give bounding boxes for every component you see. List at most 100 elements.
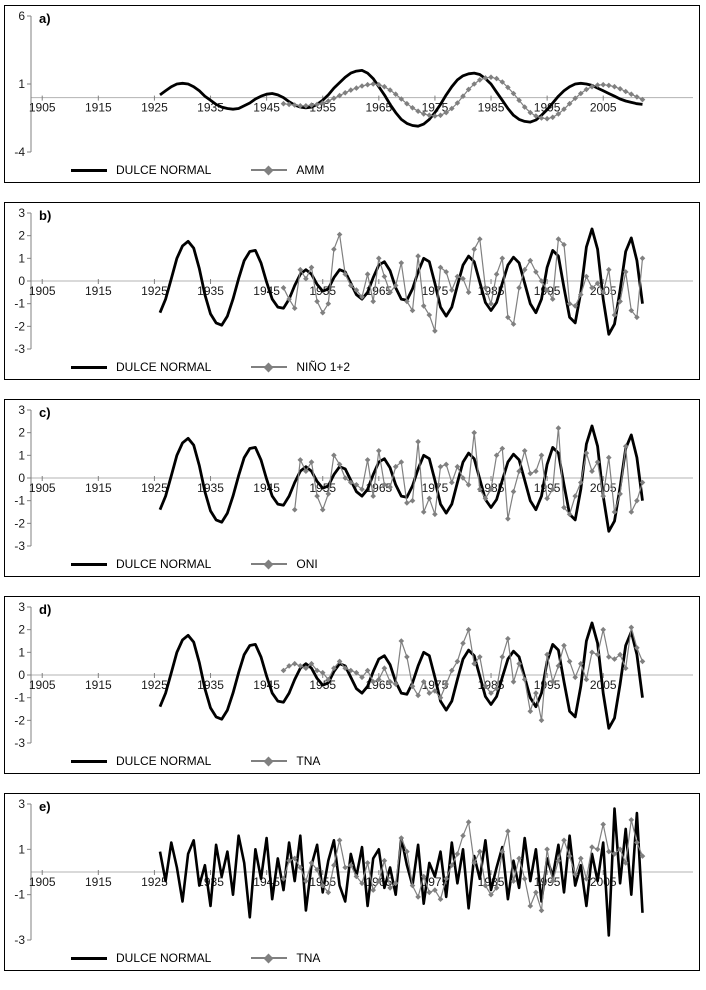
legend-d: DULCE NORMAL TNA <box>71 754 320 768</box>
svg-text:1995: 1995 <box>534 678 561 692</box>
svg-text:1: 1 <box>18 77 25 91</box>
black-line-swatch-icon <box>71 362 107 373</box>
gray-diamond-line-swatch-icon <box>251 559 288 570</box>
svg-text:1925: 1925 <box>141 101 168 115</box>
legend-label: DULCE NORMAL <box>116 360 212 374</box>
svg-text:1915: 1915 <box>85 481 112 495</box>
legend-item-dulce-normal: DULCE NORMAL <box>71 163 211 177</box>
svg-text:1915: 1915 <box>85 284 112 298</box>
gray-diamond-line-swatch-icon <box>251 756 288 767</box>
legend-c: DULCE NORMAL ONI <box>71 557 318 571</box>
svg-text:-1: -1 <box>14 297 25 311</box>
svg-text:1925: 1925 <box>141 284 168 298</box>
svg-text:1935: 1935 <box>197 875 224 889</box>
gray-diamond-line-swatch-icon <box>251 165 288 176</box>
svg-text:-3: -3 <box>14 539 25 553</box>
svg-text:2: 2 <box>18 229 25 243</box>
black-line-swatch-icon <box>71 165 107 176</box>
legend-e: DULCE NORMAL TNA <box>71 951 320 965</box>
svg-text:-2: -2 <box>14 516 25 530</box>
black-line-swatch-icon <box>71 559 107 570</box>
svg-text:2005: 2005 <box>590 101 617 115</box>
svg-text:1905: 1905 <box>29 284 56 298</box>
svg-text:2: 2 <box>18 426 25 440</box>
svg-text:1: 1 <box>18 645 25 659</box>
panel-label-b: b) <box>39 208 52 223</box>
svg-text:1925: 1925 <box>141 481 168 495</box>
svg-text:1935: 1935 <box>197 481 224 495</box>
svg-text:-3: -3 <box>14 933 25 947</box>
svg-text:1915: 1915 <box>85 875 112 889</box>
svg-text:3: 3 <box>18 600 25 614</box>
legend-item-amm: AMM <box>251 163 324 177</box>
svg-text:1905: 1905 <box>29 678 56 692</box>
svg-text:1905: 1905 <box>29 875 56 889</box>
legend-label: AMM <box>296 163 325 177</box>
chart-panel-b: 3 2 1 0 -1 -2 -3 1905 1915 1925 1935 1945 1955 1965 19… <box>4 202 700 380</box>
svg-text:1905: 1905 <box>29 101 56 115</box>
svg-text:1945: 1945 <box>253 101 280 115</box>
gray-diamond-line-swatch-icon <box>251 362 288 373</box>
svg-text:1995: 1995 <box>534 481 561 495</box>
legend-item-tna: TNA <box>251 951 320 965</box>
svg-text:0: 0 <box>18 668 25 682</box>
legend-label: TNA <box>296 951 321 965</box>
svg-text:3: 3 <box>18 797 25 811</box>
svg-text:1985: 1985 <box>478 101 505 115</box>
panel-label-e: e) <box>39 799 51 814</box>
svg-text:-1: -1 <box>14 494 25 508</box>
svg-text:2005: 2005 <box>590 875 617 889</box>
svg-text:1965: 1965 <box>365 101 392 115</box>
svg-text:1945: 1945 <box>253 481 280 495</box>
svg-text:1935: 1935 <box>197 284 224 298</box>
svg-text:-2: -2 <box>14 713 25 727</box>
svg-text:1935: 1935 <box>197 678 224 692</box>
svg-text:-1: -1 <box>14 888 25 902</box>
svg-text:0: 0 <box>18 471 25 485</box>
svg-text:-3: -3 <box>14 736 25 750</box>
chart-canvas-e: 31-1-31905191519251935194519551965197519… <box>14 797 693 947</box>
legend-item-tna: TNA <box>251 754 320 768</box>
svg-text:1: 1 <box>18 448 25 462</box>
gray-diamond-line-swatch-icon <box>251 953 288 964</box>
black-line-swatch-icon <box>71 953 107 964</box>
svg-text:1975: 1975 <box>422 678 449 692</box>
legend-label: DULCE NORMAL <box>116 951 212 965</box>
chart-panel-a: 6 1 -4 1905 1915 1925 1935 1945 1955 1965 1975 1985… <box>4 5 700 183</box>
svg-text:3: 3 <box>18 206 25 220</box>
svg-text:1975: 1975 <box>422 481 449 495</box>
legend-label: DULCE NORMAL <box>116 754 212 768</box>
legend-label: TNA <box>296 754 321 768</box>
legend-a: DULCE NORMAL AMM <box>71 163 324 177</box>
svg-text:0: 0 <box>18 274 25 288</box>
svg-text:1: 1 <box>18 842 25 856</box>
svg-text:1975: 1975 <box>422 284 449 298</box>
svg-text:1915: 1915 <box>85 101 112 115</box>
legend-b: DULCE NORMAL NIÑO 1+2 <box>71 360 350 374</box>
legend-label: DULCE NORMAL <box>116 557 212 571</box>
svg-text:1925: 1925 <box>141 678 168 692</box>
legend-item-dulce-normal: DULCE NORMAL <box>71 951 211 965</box>
svg-text:2: 2 <box>18 623 25 637</box>
svg-text:3: 3 <box>18 403 25 417</box>
legend-item-dulce-normal: DULCE NORMAL <box>71 754 211 768</box>
legend-item-nino12: NIÑO 1+2 <box>251 360 350 374</box>
legend-item-oni: ONI <box>251 557 318 571</box>
black-line-swatch-icon <box>71 756 107 767</box>
svg-text:1925: 1925 <box>141 875 168 889</box>
panel-label-d: d) <box>39 602 52 617</box>
panel-label-a: a) <box>39 11 51 26</box>
chart-panel-e: 31-1-31905191519251935194519551965197519… <box>4 793 700 971</box>
svg-text:1: 1 <box>18 251 25 265</box>
svg-text:6: 6 <box>18 9 25 23</box>
svg-text:-2: -2 <box>14 319 25 333</box>
svg-text:-3: -3 <box>14 342 25 356</box>
svg-text:-1: -1 <box>14 691 25 705</box>
legend-item-dulce-normal: DULCE NORMAL <box>71 557 211 571</box>
panel-label-c: c) <box>39 405 51 420</box>
legend-item-dulce-normal: DULCE NORMAL <box>71 360 211 374</box>
